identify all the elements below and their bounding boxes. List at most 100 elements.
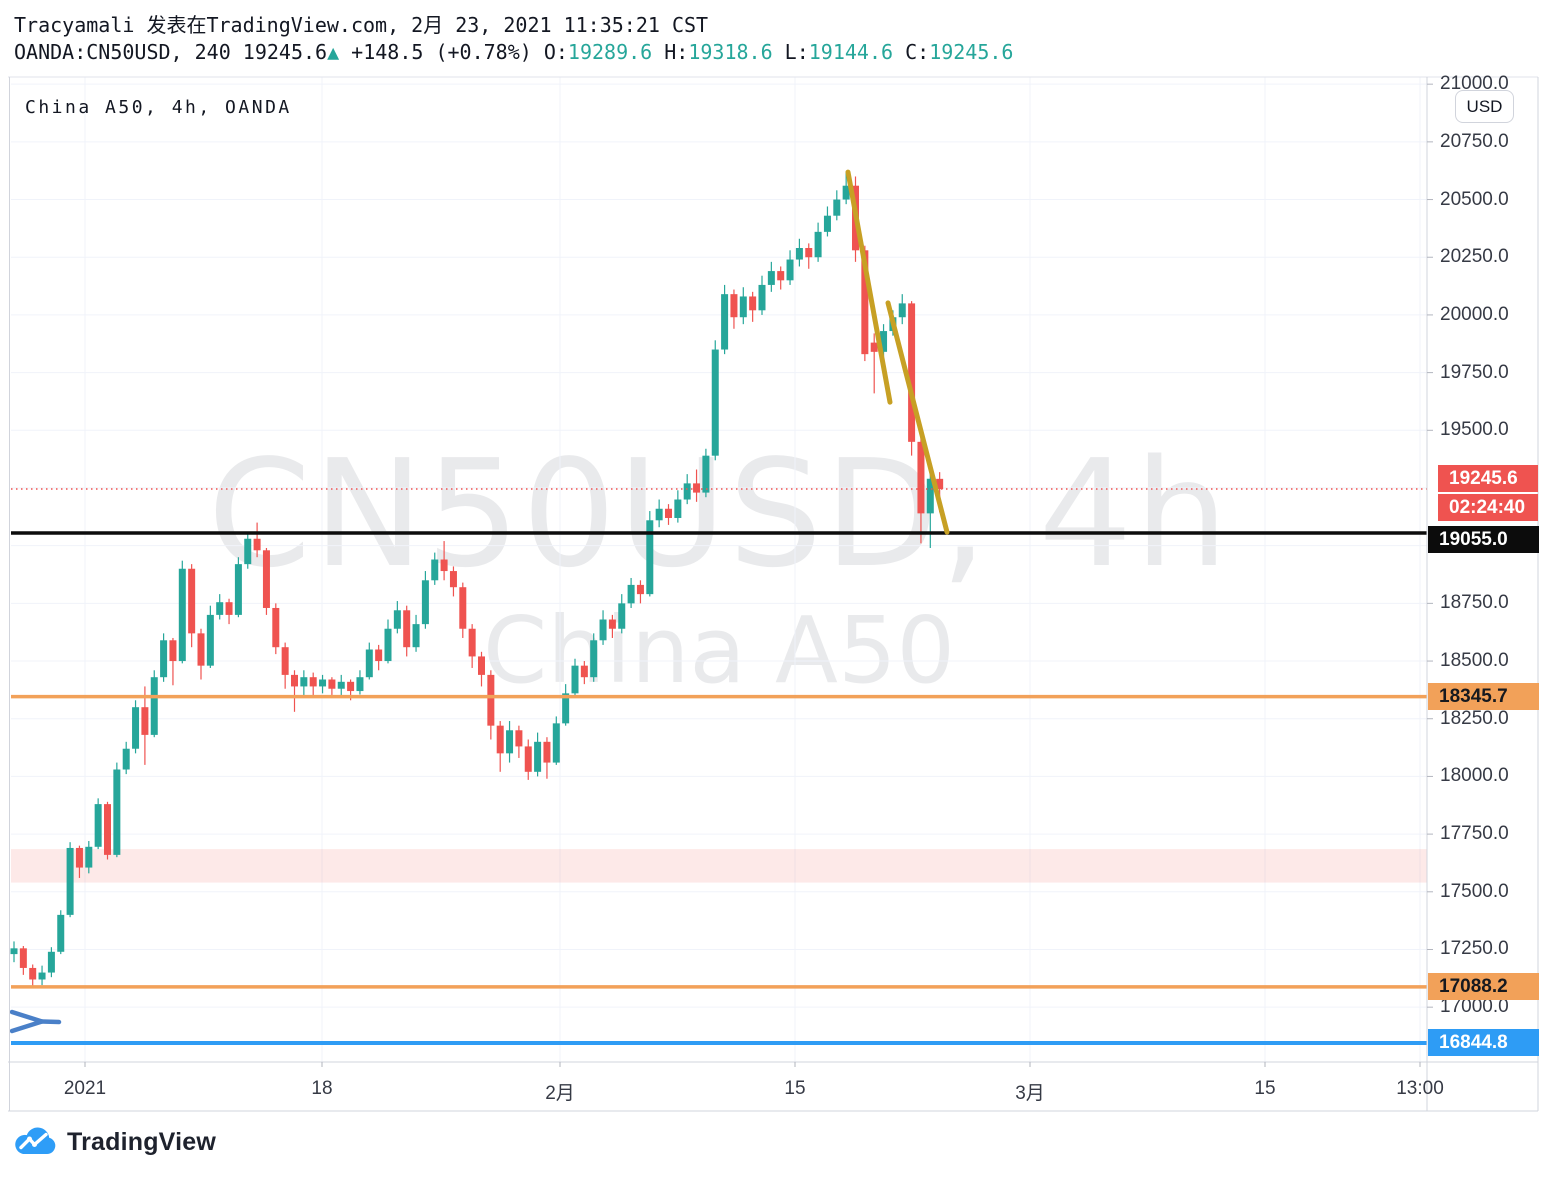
candle bbox=[328, 679, 336, 689]
candle bbox=[122, 748, 130, 770]
high-label: H: bbox=[652, 40, 689, 64]
candle bbox=[711, 349, 719, 456]
candle bbox=[618, 603, 626, 629]
close-label: C: bbox=[893, 40, 930, 64]
candle bbox=[178, 568, 186, 662]
low-value: 19144.6 bbox=[808, 40, 894, 64]
candle bbox=[94, 804, 102, 847]
high-value: 19318.6 bbox=[688, 40, 773, 64]
candle bbox=[608, 619, 616, 629]
candle bbox=[337, 681, 345, 689]
candle bbox=[543, 741, 551, 763]
candle bbox=[767, 271, 775, 285]
candle bbox=[749, 296, 757, 311]
candle bbox=[356, 677, 364, 692]
change-arrow-icon: ▲ bbox=[327, 40, 340, 64]
candle bbox=[29, 967, 37, 980]
candle bbox=[861, 250, 869, 355]
candle bbox=[375, 649, 383, 662]
candle bbox=[870, 342, 878, 352]
candle bbox=[599, 619, 607, 641]
candle bbox=[38, 972, 46, 980]
candle bbox=[244, 538, 252, 565]
candle bbox=[524, 746, 532, 772]
candle bbox=[655, 508, 663, 521]
candle bbox=[459, 587, 467, 629]
candle bbox=[393, 610, 401, 629]
candle bbox=[412, 624, 420, 648]
candle bbox=[262, 550, 270, 608]
candle bbox=[449, 571, 457, 588]
candle bbox=[150, 677, 158, 735]
candle bbox=[10, 948, 18, 955]
candle bbox=[132, 707, 140, 749]
open-value: 19289.6 bbox=[567, 40, 653, 64]
candle bbox=[571, 665, 579, 694]
candle bbox=[805, 248, 813, 258]
candle bbox=[281, 647, 289, 675]
candle bbox=[515, 730, 523, 747]
candle bbox=[777, 271, 785, 281]
candle bbox=[739, 296, 747, 318]
downtrend-line-1[interactable] bbox=[845, 169, 893, 405]
symbol-legend[interactable]: China A50, 4h, OANDA bbox=[25, 97, 292, 118]
candle bbox=[665, 508, 672, 518]
symbol-info-line: OANDA:CN50USD, 240 19245.6▲ +148.5 (+0.7… bbox=[14, 40, 1013, 64]
candle bbox=[487, 674, 495, 726]
candle bbox=[795, 248, 803, 260]
symbol-and-last: OANDA:CN50USD, 240 19245.6 bbox=[14, 40, 328, 64]
candle bbox=[19, 948, 27, 968]
candle bbox=[225, 602, 233, 615]
candle bbox=[478, 656, 485, 675]
candle bbox=[113, 769, 121, 855]
candle bbox=[646, 520, 654, 595]
candle bbox=[206, 614, 214, 666]
price-zone-band[interactable] bbox=[11, 849, 1427, 883]
candle bbox=[216, 602, 224, 615]
candle bbox=[683, 483, 691, 500]
candle bbox=[842, 185, 850, 200]
candle bbox=[908, 303, 916, 442]
candle bbox=[636, 584, 644, 595]
candle bbox=[57, 914, 65, 952]
candle bbox=[440, 559, 448, 572]
candle bbox=[534, 741, 542, 772]
candle bbox=[562, 693, 570, 724]
currency-toggle-button[interactable]: USD bbox=[1455, 90, 1514, 123]
attribution-footer[interactable]: TradingView bbox=[12, 1126, 216, 1159]
candle bbox=[141, 707, 149, 735]
candle bbox=[552, 723, 560, 763]
candle bbox=[197, 633, 205, 666]
candle bbox=[702, 455, 710, 493]
chevron-drawing-tail[interactable] bbox=[39, 1019, 62, 1025]
low-label: L: bbox=[772, 40, 809, 64]
candle bbox=[926, 478, 934, 514]
candle bbox=[758, 284, 766, 311]
chevron-drawing[interactable] bbox=[9, 1009, 45, 1034]
tradingview-logo-icon[interactable] bbox=[12, 1126, 58, 1159]
candle bbox=[674, 499, 682, 518]
candle bbox=[580, 665, 588, 678]
candle bbox=[188, 568, 196, 634]
candle bbox=[786, 259, 794, 281]
candle bbox=[291, 674, 298, 687]
candle bbox=[319, 679, 327, 687]
candle bbox=[627, 584, 635, 604]
candle bbox=[272, 607, 280, 648]
candle bbox=[169, 640, 177, 662]
brand-name: TradingView bbox=[67, 1128, 217, 1156]
downtrend-line-2[interactable] bbox=[885, 300, 950, 535]
candle bbox=[431, 559, 439, 581]
candle bbox=[47, 951, 55, 973]
candle bbox=[384, 628, 392, 662]
candle bbox=[814, 231, 822, 258]
candle bbox=[833, 199, 841, 216]
candle bbox=[506, 730, 514, 754]
candle bbox=[468, 628, 476, 657]
close-value: 19245.6 bbox=[929, 40, 1014, 64]
candle bbox=[496, 725, 504, 754]
candle bbox=[85, 846, 93, 868]
candle bbox=[347, 681, 355, 692]
